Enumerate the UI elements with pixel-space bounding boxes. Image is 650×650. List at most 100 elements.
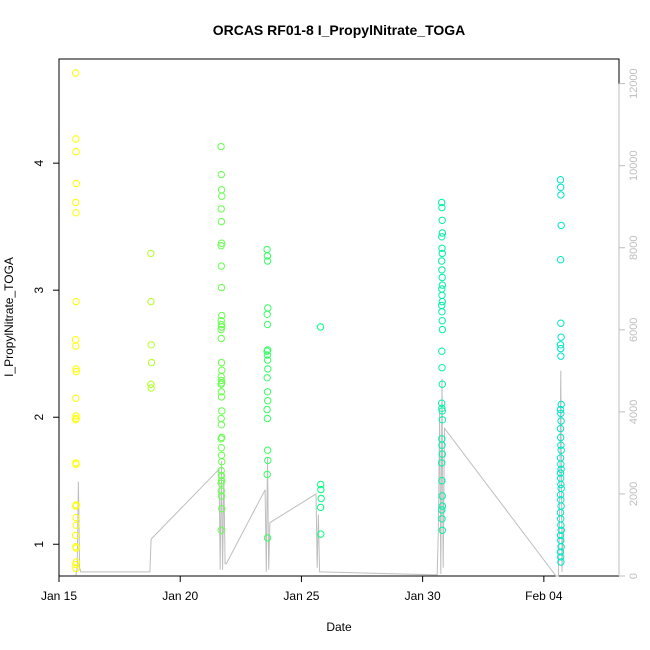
data-point xyxy=(438,229,447,237)
x-tick-label: Jan 15 xyxy=(41,589,77,603)
data-point xyxy=(72,502,80,510)
y2-tick-label: 6000 xyxy=(628,318,640,342)
data-point xyxy=(438,203,446,212)
y2-tick-label: 12000 xyxy=(628,68,640,99)
y-tick-label: 2 xyxy=(32,414,46,421)
data-point xyxy=(72,460,80,468)
data-point xyxy=(438,364,446,372)
data-point xyxy=(263,446,272,454)
data-point xyxy=(438,506,446,514)
data-point xyxy=(438,404,446,412)
data-point xyxy=(217,242,225,250)
y2-tick-label: 10000 xyxy=(628,150,640,181)
data-point xyxy=(217,388,226,396)
data-point xyxy=(218,505,226,513)
data-point xyxy=(217,325,225,334)
data-point xyxy=(217,217,226,226)
data-point xyxy=(217,444,226,452)
data-point xyxy=(217,170,226,179)
data-point xyxy=(217,376,226,385)
data-point xyxy=(263,351,272,359)
data-point xyxy=(263,534,272,542)
data-point xyxy=(147,341,155,349)
data-point xyxy=(438,297,446,306)
data-point xyxy=(556,531,565,540)
data-point xyxy=(217,205,225,213)
data-point xyxy=(218,458,226,466)
data-point xyxy=(556,548,565,556)
data-point xyxy=(263,320,272,329)
data-point xyxy=(557,433,565,442)
secondary-series xyxy=(75,370,564,577)
data-point xyxy=(264,397,272,405)
data-point xyxy=(263,347,271,355)
data-point xyxy=(557,446,565,454)
x-tick-label: Feb 04 xyxy=(525,589,563,603)
data-point xyxy=(556,491,565,499)
data-point xyxy=(147,297,155,306)
data-point xyxy=(217,487,226,495)
data-point xyxy=(438,325,447,334)
data-point xyxy=(317,485,325,494)
data-point xyxy=(557,441,565,449)
data-point xyxy=(557,333,565,341)
y2-tick-label: 2000 xyxy=(628,482,640,506)
data-point xyxy=(71,531,80,540)
y2-tick-label: 0 xyxy=(628,573,640,579)
data-point xyxy=(438,380,446,388)
data-point xyxy=(556,405,565,414)
data-point xyxy=(556,341,565,349)
data-point xyxy=(72,198,80,207)
data-point xyxy=(438,515,446,523)
data-point xyxy=(557,526,565,534)
data-point xyxy=(438,492,446,500)
data-point xyxy=(263,388,272,396)
data-point xyxy=(217,466,225,475)
data-point xyxy=(71,416,80,424)
data-point xyxy=(557,465,565,473)
data-point xyxy=(217,492,226,500)
data-point xyxy=(72,209,80,217)
data-point xyxy=(438,257,446,265)
data-point xyxy=(557,183,565,192)
data-point xyxy=(556,176,565,184)
data-point xyxy=(71,69,80,77)
y-tick-label: 4 xyxy=(32,160,46,167)
data-point xyxy=(147,384,155,392)
data-point xyxy=(72,394,80,402)
data-point xyxy=(72,297,80,306)
x-tick-label: Jan 30 xyxy=(405,589,441,603)
data-point xyxy=(316,503,325,512)
data-point xyxy=(263,470,271,479)
data-point xyxy=(317,494,325,503)
data-point xyxy=(264,456,272,465)
data-point xyxy=(438,273,446,282)
data-point xyxy=(557,344,565,353)
data-point xyxy=(557,558,565,566)
data-point xyxy=(217,526,225,534)
data-point xyxy=(263,310,271,318)
data-point xyxy=(72,521,80,529)
data-point xyxy=(438,399,446,407)
data-point xyxy=(438,407,446,415)
data-point xyxy=(263,257,272,265)
data-point xyxy=(438,281,447,289)
data-point xyxy=(557,319,565,327)
data-point xyxy=(72,135,80,143)
data-point xyxy=(438,233,446,241)
data-point xyxy=(72,513,80,522)
data-point xyxy=(557,521,565,529)
data-point xyxy=(438,441,446,449)
data-point xyxy=(217,479,225,487)
data-point xyxy=(317,480,325,489)
secondary-series-line xyxy=(75,370,564,577)
data-point xyxy=(147,358,156,367)
data-point xyxy=(72,367,81,376)
data-point xyxy=(438,502,447,510)
data-point xyxy=(316,323,325,331)
data-point xyxy=(317,530,325,538)
data-point xyxy=(438,249,446,258)
data-point xyxy=(217,283,226,292)
